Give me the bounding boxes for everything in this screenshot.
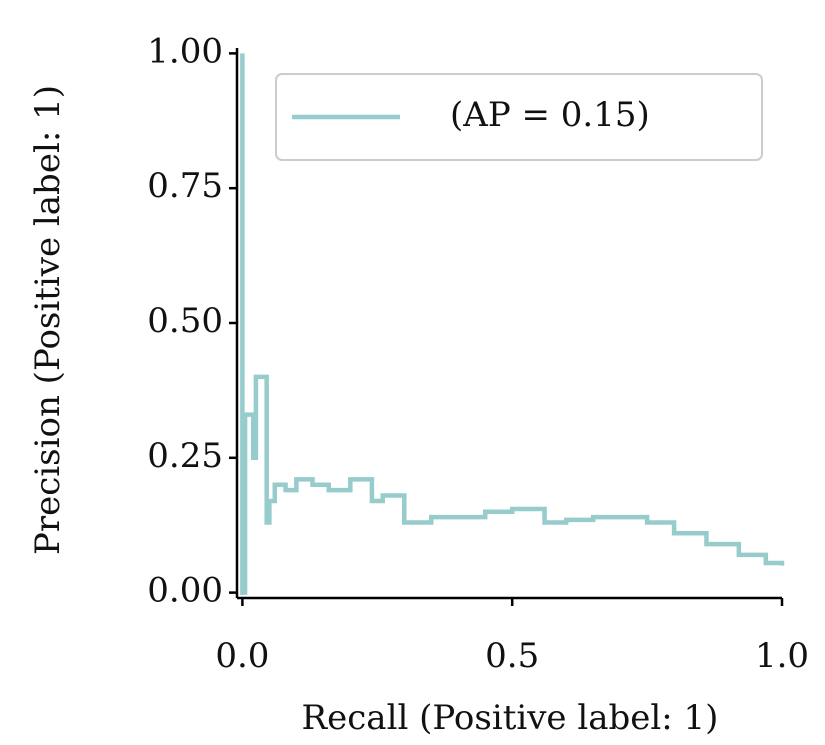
- pr-curve: [240, 53, 785, 595]
- legend-box: [275, 73, 763, 161]
- x-tick-label: 0.0: [215, 636, 269, 676]
- x-axis-label: Recall (Positive label: 1): [302, 698, 719, 738]
- x-tick-label: 0.5: [485, 636, 539, 676]
- y-tick-label: 0.25: [147, 436, 223, 476]
- x-tick-label: 1.0: [755, 636, 809, 676]
- y-axis-label: Precision (Positive label: 1): [28, 85, 68, 555]
- legend: (AP = 0.15): [275, 73, 763, 161]
- y-tick-label: 0.00: [147, 571, 223, 611]
- y-tick-label: 0.75: [147, 166, 223, 206]
- legend-label: (AP = 0.15): [450, 95, 650, 135]
- y-tick-label: 0.50: [147, 301, 223, 341]
- y-tick-label: 1.00: [147, 31, 223, 71]
